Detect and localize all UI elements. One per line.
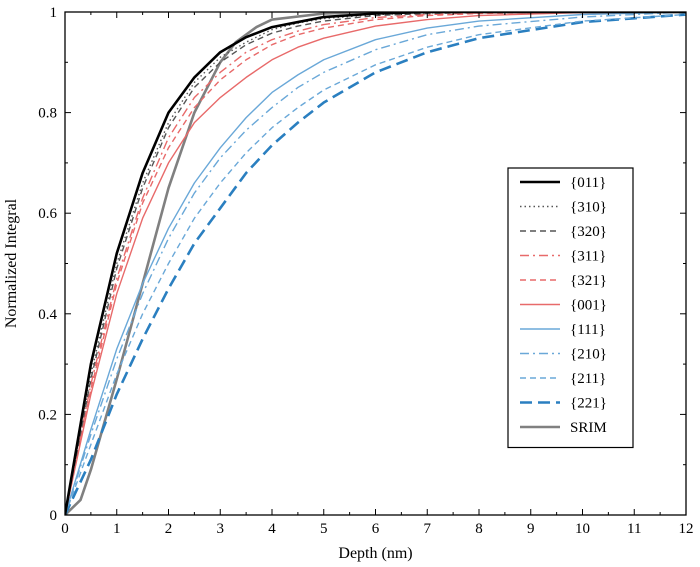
y-tick-label: 0.4 bbox=[38, 307, 57, 323]
y-axis-title: Normalized Integral bbox=[3, 198, 20, 328]
legend-label: {001} bbox=[570, 298, 607, 314]
y-tick-label: 0.2 bbox=[38, 407, 57, 423]
legend-label: {320} bbox=[570, 224, 607, 240]
series-line-8 bbox=[65, 13, 686, 515]
legend-box bbox=[507, 167, 634, 449]
x-tick-label: 3 bbox=[217, 521, 225, 537]
legend-label: {011} bbox=[570, 175, 606, 191]
y-tick-label: 0.6 bbox=[38, 206, 57, 222]
x-tick-label: 7 bbox=[424, 521, 432, 537]
legend-label: {310} bbox=[570, 200, 607, 216]
x-tick-label: 0 bbox=[61, 521, 69, 537]
series-line-6 bbox=[65, 12, 686, 515]
series-line-9 bbox=[65, 13, 686, 515]
x-axis-title: Depth (nm) bbox=[338, 545, 412, 562]
legend-label: {211} bbox=[570, 371, 606, 387]
series-line-0 bbox=[65, 12, 686, 515]
x-tick-label: 12 bbox=[679, 521, 694, 537]
y-tick-label: 0 bbox=[50, 508, 58, 524]
x-tick-label: 1 bbox=[113, 521, 121, 537]
x-tick-label: 6 bbox=[372, 521, 380, 537]
x-tick-label: 2 bbox=[165, 521, 173, 537]
legend-label: {111} bbox=[570, 322, 606, 338]
legend-label: {321} bbox=[570, 273, 607, 289]
y-tick-label: 0.8 bbox=[38, 106, 57, 122]
y-tick-label: 1 bbox=[50, 5, 58, 21]
x-tick-label: 8 bbox=[475, 521, 483, 537]
x-tick-label: 4 bbox=[268, 521, 276, 537]
legend: {011} {310} {320} {311} {321} {001} {111} {210}… bbox=[507, 167, 634, 449]
series-line-2 bbox=[65, 12, 686, 515]
legend-label: {221} bbox=[570, 396, 607, 412]
legend-label: {210} bbox=[570, 347, 607, 363]
legend-label: {311} bbox=[570, 249, 606, 265]
series-line-5 bbox=[65, 12, 686, 515]
x-tick-label: 11 bbox=[627, 521, 641, 537]
x-tick-label: 5 bbox=[320, 521, 328, 537]
legend-label: SRIM bbox=[570, 420, 607, 436]
x-tick-label: 10 bbox=[575, 521, 590, 537]
x-tick-label: 9 bbox=[527, 521, 535, 537]
